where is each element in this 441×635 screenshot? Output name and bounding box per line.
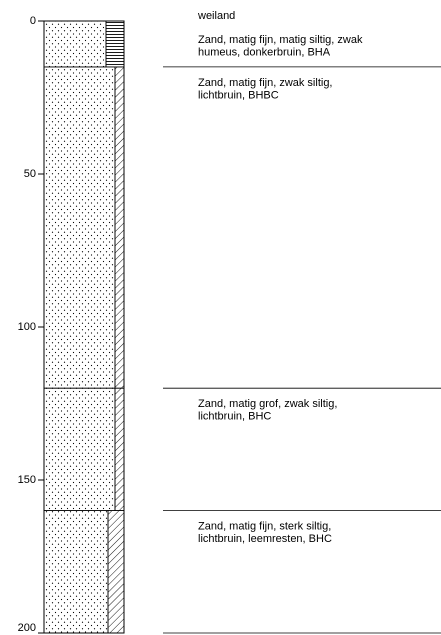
depth-tick-label: 0 bbox=[30, 15, 36, 27]
admixture-pattern bbox=[107, 510, 125, 634]
admixture-pattern bbox=[114, 387, 125, 512]
layer-description: Zand, matig fijn, sterk siltig, bbox=[198, 521, 331, 533]
sand-pattern bbox=[43, 510, 109, 634]
depth-tick-label: 100 bbox=[18, 321, 36, 333]
layer-description: lichtbruin, BHBC bbox=[198, 89, 279, 101]
admixture-pattern bbox=[114, 66, 125, 389]
layer-description: humeus, donkerbruin, BHA bbox=[198, 46, 331, 58]
layer-description: lichtbruin, leemresten, BHC bbox=[198, 533, 332, 545]
land-use: weiland bbox=[197, 10, 235, 22]
sand-pattern bbox=[43, 387, 116, 512]
admixture-pattern bbox=[105, 20, 125, 68]
layer-description: lichtbruin, BHC bbox=[198, 411, 271, 423]
layer-description: Zand, matig fijn, zwak siltig, bbox=[198, 77, 333, 89]
depth-tick-label: 50 bbox=[24, 168, 36, 180]
sand-pattern bbox=[43, 20, 107, 68]
depth-tick-label: 200 bbox=[18, 622, 36, 634]
layer-description: Zand, matig grof, zwak siltig, bbox=[198, 398, 337, 410]
sand-pattern bbox=[43, 66, 116, 389]
layer-description: Zand, matig fijn, matig siltig, zwak bbox=[198, 34, 363, 46]
depth-tick-label: 150 bbox=[18, 474, 36, 486]
